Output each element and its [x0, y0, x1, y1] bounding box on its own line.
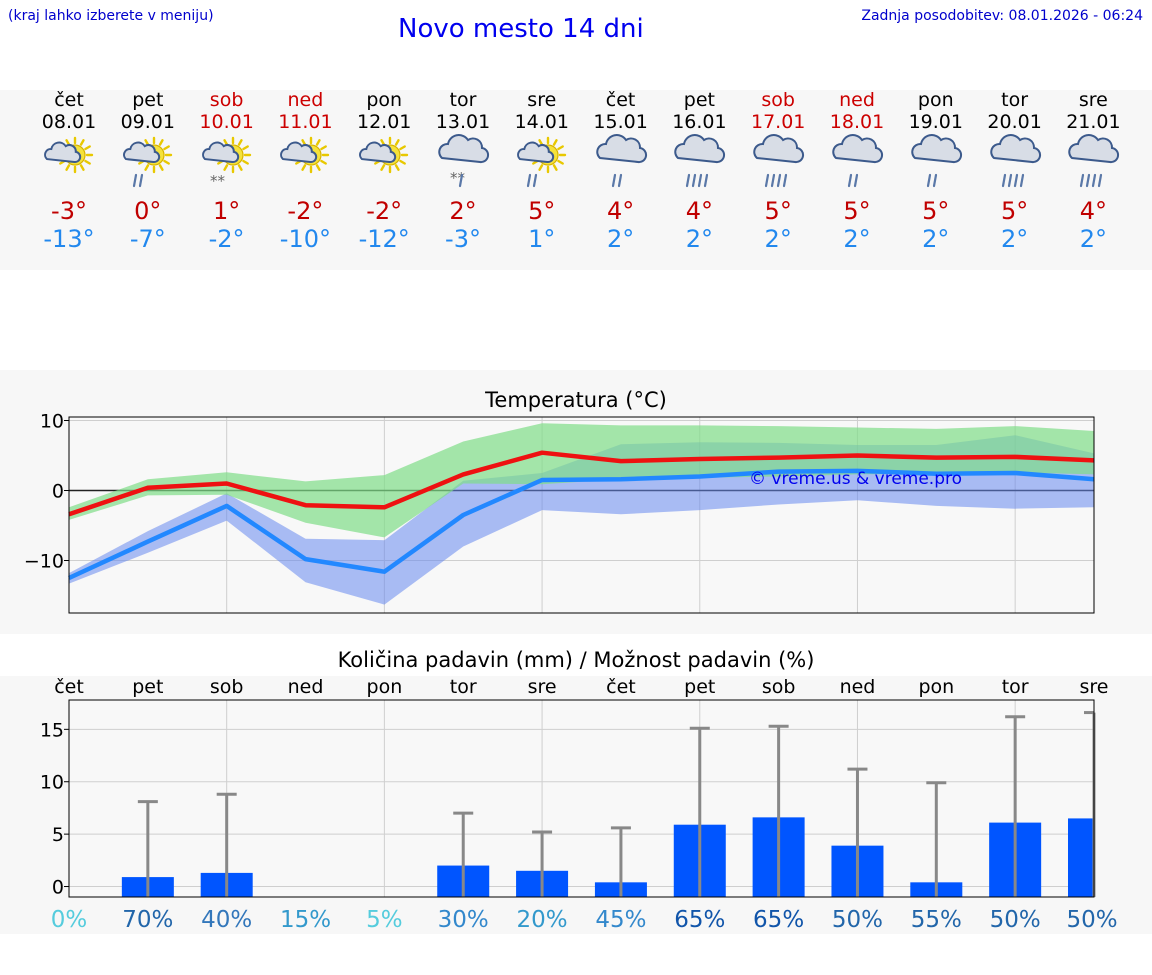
day-date: 19.01: [908, 111, 963, 133]
day-forecast: sre 21.01 4° 2°: [1054, 89, 1132, 253]
day-name: pet: [683, 89, 715, 111]
day-name: ned: [287, 89, 324, 111]
min-temp: -10°: [279, 225, 331, 253]
max-temp: 5°: [1000, 197, 1029, 225]
sun-cloud-rain-icon: [512, 133, 572, 195]
max-temp: 4°: [1079, 197, 1108, 225]
precipitation-chart-title: Količina padavin (mm) / Možnost padavin …: [337, 648, 815, 672]
day-date: 09.01: [120, 111, 175, 133]
cloud-rain-icon: [591, 133, 651, 195]
max-temp: -2°: [366, 197, 403, 225]
day-name: čet: [605, 89, 636, 111]
max-temp: 2°: [449, 197, 477, 225]
max-temp: -2°: [287, 197, 324, 225]
last-update: Zadnja posodobitev: 08.01.2026 - 06:24: [861, 8, 1143, 24]
min-temp: -7°: [129, 225, 166, 253]
min-temp: 2°: [606, 225, 635, 253]
min-temp: -2°: [208, 225, 245, 253]
day-forecast: pon 19.01 5° 2°: [897, 89, 975, 253]
forecast-strip-bg: [0, 90, 1152, 270]
max-temp: 5°: [764, 197, 792, 225]
day-date: 13.01: [435, 111, 491, 133]
max-temp: 5°: [843, 197, 871, 225]
day-forecast: sre 14.01 5° 1°: [503, 89, 581, 253]
day-date: 14.01: [514, 111, 569, 133]
cloud-sleet-icon: **: [433, 133, 493, 195]
day-forecast: čet 08.01 -3° -13°: [30, 89, 108, 253]
day-forecast: pet 16.01 4° 2°: [660, 89, 738, 253]
day-date: 11.01: [278, 111, 333, 133]
day-date: 12.01: [356, 111, 412, 133]
day-name: sob: [209, 89, 244, 111]
min-temp: 1°: [528, 225, 556, 253]
day-name: tor: [1001, 89, 1029, 111]
day-forecast: pet 09.01 0° -7°: [109, 89, 187, 253]
day-date: 20.01: [987, 111, 1042, 133]
day-date: 08.01: [41, 111, 97, 133]
cloud-rain-icon: [827, 133, 887, 195]
min-temp: -13°: [43, 225, 95, 253]
page-title: Novo mesto 14 dni: [398, 14, 644, 44]
day-name: pet: [132, 89, 164, 111]
day-date: 17.01: [750, 111, 806, 133]
cloud-rain-icon: [906, 133, 966, 195]
day-forecast: ned 11.01 -2° -10°: [266, 89, 344, 253]
max-temp: 4°: [606, 197, 635, 225]
max-temp: 4°: [685, 197, 714, 225]
day-forecast: tor 13.01 ** 2° -3°: [424, 89, 502, 253]
min-temp: 2°: [843, 225, 871, 253]
day-forecast: čet 15.01 4° 2°: [582, 89, 660, 253]
day-forecast: sob 10.01 ** 1° -2°: [188, 89, 266, 253]
sun-cloud-icon: [275, 133, 335, 195]
day-forecast: sob 17.01 5° 2°: [739, 89, 817, 253]
svg-text:**: **: [210, 172, 226, 190]
min-temp: 2°: [1079, 225, 1108, 253]
day-name: pon: [366, 89, 403, 111]
cloud-heavy-rain-icon: [669, 133, 729, 195]
min-temp: 2°: [685, 225, 714, 253]
day-name: tor: [449, 89, 477, 111]
day-date: 10.01: [199, 111, 254, 133]
max-temp: -3°: [51, 197, 87, 225]
day-name: sre: [1078, 89, 1108, 111]
day-forecast: pon 12.01 -2° -12°: [345, 89, 423, 253]
sun-cloud-rain-icon: [118, 133, 178, 195]
day-name: čet: [54, 89, 84, 111]
day-forecast: ned 18.01 5° 2°: [818, 89, 896, 253]
max-temp: 5°: [922, 197, 950, 225]
max-temp: 5°: [528, 197, 556, 225]
min-temp: -3°: [445, 225, 481, 253]
max-temp: 0°: [134, 197, 162, 225]
day-date: 16.01: [672, 111, 727, 133]
day-name: pon: [917, 89, 954, 111]
max-temp: 1°: [212, 197, 241, 225]
min-temp: -12°: [358, 225, 410, 253]
day-name: ned: [839, 89, 875, 111]
cloud-heavy-rain-icon: [748, 133, 808, 195]
day-forecast: tor 20.01 5° 2°: [976, 89, 1054, 253]
min-temp: 2°: [1000, 225, 1029, 253]
sun-cloud-icon: [354, 133, 414, 195]
location-hint: (kraj lahko izberete v meniju): [8, 8, 214, 24]
day-date: 21.01: [1066, 111, 1121, 133]
sun-cloud-snow-icon: **: [197, 133, 257, 195]
day-name: sob: [761, 89, 795, 111]
cloud-heavy-rain-icon: [1063, 133, 1123, 195]
svg-text:**: **: [450, 169, 466, 187]
day-date: 18.01: [829, 111, 885, 133]
min-temp: 2°: [764, 225, 792, 253]
cloud-heavy-rain-icon: [985, 133, 1045, 195]
day-date: 15.01: [593, 111, 648, 133]
temperature-chart-title: Temperatura (°C): [485, 388, 667, 412]
sun-cloud-icon: [39, 133, 99, 195]
day-name: sre: [527, 89, 557, 111]
min-temp: 2°: [922, 225, 950, 253]
